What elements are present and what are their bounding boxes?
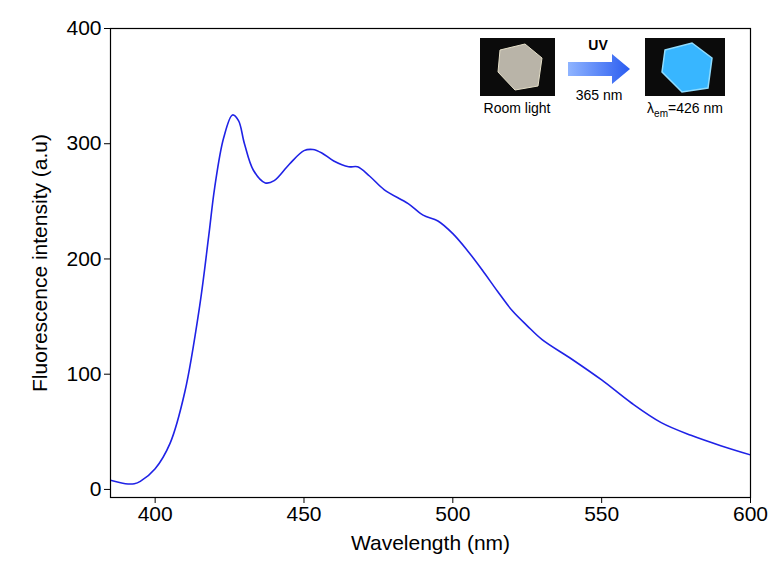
svg-text:Wavelength (nm): Wavelength (nm)	[351, 531, 510, 554]
svg-text:450: 450	[286, 502, 321, 525]
svg-text:400: 400	[66, 16, 101, 39]
svg-text:Fluorescence intensity (a.u): Fluorescence intensity (a.u)	[28, 134, 51, 392]
svg-text:500: 500	[435, 502, 470, 525]
svg-text:600: 600	[733, 502, 768, 525]
svg-text:300: 300	[66, 131, 101, 154]
svg-text:200: 200	[66, 247, 101, 270]
svg-text:100: 100	[66, 362, 101, 385]
svg-text:Room light: Room light	[484, 100, 551, 116]
svg-text:λem=426 nm: λem=426 nm	[647, 100, 723, 119]
svg-text:0: 0	[90, 477, 102, 500]
svg-text:UV: UV	[588, 37, 608, 53]
svg-text:400: 400	[138, 502, 173, 525]
svg-text:550: 550	[584, 502, 619, 525]
svg-text:365 nm: 365 nm	[576, 87, 623, 103]
